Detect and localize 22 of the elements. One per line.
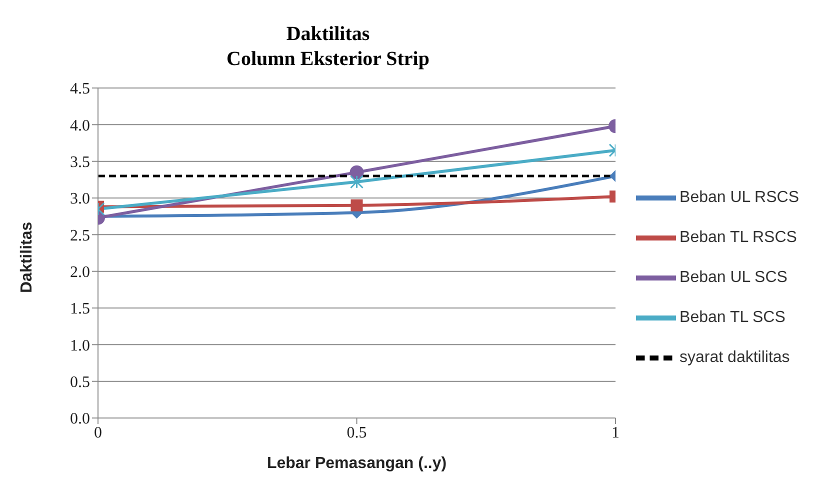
y-tick-label: 3.5 (70, 154, 90, 172)
y-tick-label: 4.0 (70, 117, 90, 134)
y-tick-label: 3.0 (70, 190, 90, 208)
y-tick-label: 0.5 (70, 374, 90, 392)
chart-subtitle: Column Eksterior Strip (226, 47, 430, 72)
x-tick-label: 0 (94, 424, 102, 442)
legend-label: syarat daktilitas (680, 349, 790, 366)
y-tick-label: 1.5 (70, 300, 90, 318)
y-tick-label: 2.5 (70, 227, 90, 244)
y-tick-label: 4.5 (70, 80, 90, 98)
legend-label: Beban TL RSCS (680, 229, 797, 246)
legend-label: Beban UL SCS (680, 269, 788, 286)
x-tick-label: 0.5 (346, 424, 367, 442)
x-axis-title: Lebar Pemasangan (..y) (266, 455, 447, 472)
y-tick-label: 1.0 (70, 337, 90, 354)
chart-title: Daktilitas (285, 22, 371, 47)
y-tick-label: 2.0 (70, 264, 90, 282)
y-axis-title: Daktilitas (18, 222, 36, 293)
legend-label: Beban TL SCS (680, 309, 786, 326)
legend-label: Beban UL RSCS (680, 189, 799, 206)
x-tick-label: 1 (612, 424, 620, 442)
y-tick-label: 0.0 (70, 410, 90, 428)
